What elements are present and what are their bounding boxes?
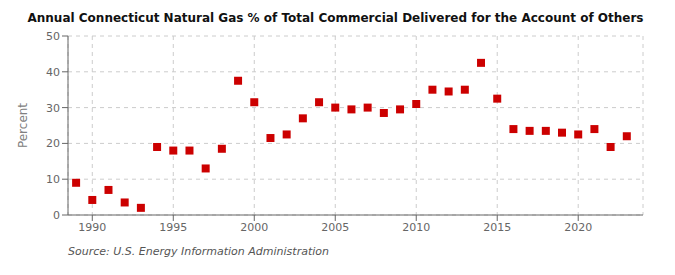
svg-text:0: 0 bbox=[53, 209, 60, 222]
svg-text:2020: 2020 bbox=[564, 221, 592, 234]
svg-text:20: 20 bbox=[46, 137, 60, 150]
svg-text:2000: 2000 bbox=[240, 221, 268, 234]
svg-text:1990: 1990 bbox=[78, 221, 106, 234]
svg-text:1995: 1995 bbox=[159, 221, 187, 234]
svg-text:2015: 2015 bbox=[483, 221, 511, 234]
html-text:Source: U.S. Energy Informatio: Source: U.S. Energy Information Administ… bbox=[68, 245, 329, 258]
svg-text:Percent: Percent bbox=[16, 103, 30, 148]
svg-text:50: 50 bbox=[46, 30, 60, 43]
svg-text:30: 30 bbox=[46, 102, 60, 115]
svg-text:2010: 2010 bbox=[402, 221, 430, 234]
svg-text:10: 10 bbox=[46, 173, 60, 186]
svg-text:40: 40 bbox=[46, 66, 60, 79]
html-text:Annual Connecticut Natural Gas: Annual Connecticut Natural Gas % of Tota… bbox=[27, 11, 644, 25]
svg-text:2005: 2005 bbox=[321, 221, 349, 234]
